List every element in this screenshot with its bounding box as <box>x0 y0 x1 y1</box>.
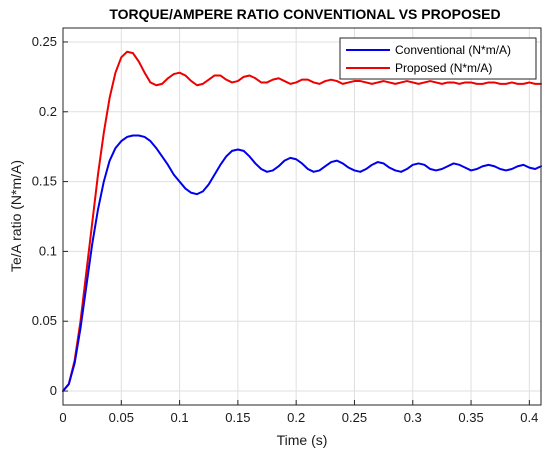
x-tick-label: 0.15 <box>225 410 250 425</box>
y-axis-label: Te/A ratio (N*m/A) <box>8 160 24 272</box>
y-tick-label: 0.15 <box>32 174 57 189</box>
y-tick-label: 0 <box>50 383 57 398</box>
chart-title: TORQUE/AMPERE RATIO CONVENTIONAL VS PROP… <box>109 6 500 22</box>
series-line-proposed <box>62 50 542 393</box>
y-tick-label: 0.2 <box>39 104 57 119</box>
y-tick-label: 0.25 <box>32 34 57 49</box>
legend: Conventional (N*m/A) Proposed (N*m/A) <box>339 37 537 80</box>
axis-ticks <box>62 41 530 405</box>
x-tick-label: 0.1 <box>171 410 189 425</box>
x-tick-label: 0.35 <box>458 410 483 425</box>
series-lines <box>62 50 542 393</box>
legend-box <box>339 37 537 80</box>
x-tick-labels: 0 0.05 0.1 0.15 0.2 0.25 0.3 0.35 0.4 <box>59 410 538 425</box>
legend-label-proposed: Proposed (N*m/A) <box>395 61 492 75</box>
grid-lines <box>62 28 541 405</box>
x-tick-label: 0.3 <box>404 410 422 425</box>
plot-border <box>62 27 542 406</box>
series-line-conventional <box>62 134 542 393</box>
plot-area <box>62 27 542 406</box>
y-tick-label: 0.05 <box>32 313 57 328</box>
y-tick-label: 0.1 <box>39 243 57 258</box>
plot-background <box>63 28 541 405</box>
x-axis-label: Time (s) <box>277 432 328 448</box>
x-tick-label: 0.05 <box>109 410 134 425</box>
legend-label-conventional: Conventional (N*m/A) <box>395 43 511 57</box>
y-tick-labels: 0 0.05 0.1 0.15 0.2 0.25 <box>32 34 57 398</box>
x-tick-label: 0.25 <box>342 410 367 425</box>
x-tick-label: 0.4 <box>520 410 538 425</box>
x-tick-label: 0 <box>59 410 66 425</box>
x-tick-label: 0.2 <box>287 410 305 425</box>
